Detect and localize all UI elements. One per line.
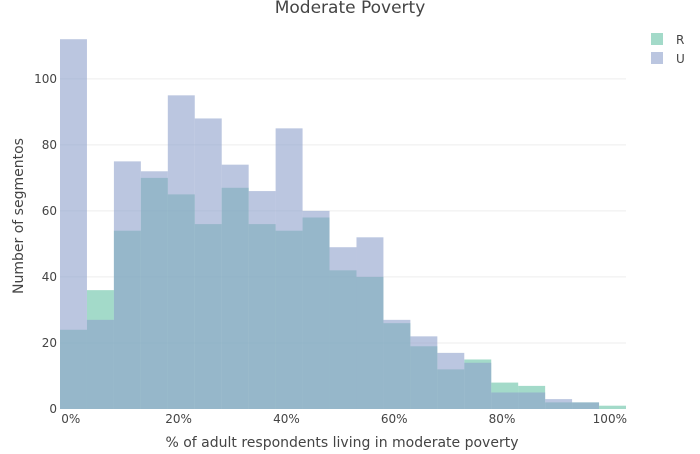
legend-label-r: R: [676, 33, 684, 47]
bar-u: [410, 336, 438, 409]
legend-label-u: U: [676, 52, 685, 66]
legend-swatch-r: [651, 33, 663, 45]
y-tick-label: 80: [42, 138, 57, 152]
bar-u: [60, 39, 87, 409]
bar-u: [167, 95, 195, 409]
bar-u: [221, 164, 249, 409]
legend[interactable]: RU: [651, 33, 685, 66]
bar-u: [464, 362, 492, 409]
bar-u: [545, 399, 573, 409]
bar-u: [356, 237, 384, 409]
bar-u: [248, 191, 276, 409]
legend-swatch-u: [651, 52, 663, 64]
chart-title: Moderate Poverty: [275, 0, 426, 18]
x-tick-label: 20%: [165, 412, 192, 426]
bar-u: [437, 352, 465, 409]
x-axis-title: % of adult respondents living in moderat…: [165, 435, 518, 450]
y-tick-label: 100: [34, 72, 57, 86]
bar-u: [383, 319, 411, 409]
bar-r: [599, 405, 626, 409]
y-tick-label: 20: [42, 336, 57, 350]
bars: [60, 39, 626, 409]
bar-u: [329, 247, 357, 409]
bar-u: [194, 118, 222, 409]
y-axis-title: Number of segmentos: [11, 138, 27, 294]
bar-u: [86, 319, 114, 409]
bar-u: [302, 210, 330, 409]
x-tick-label: 80%: [489, 412, 516, 426]
bar-u: [275, 128, 303, 409]
y-tick-label: 60: [42, 204, 57, 218]
x-tick-label: 40%: [273, 412, 300, 426]
x-tick-label: 100%: [593, 412, 627, 426]
x-tick-label: 0%: [61, 412, 80, 426]
bar-u: [113, 161, 141, 409]
bar-u: [518, 392, 546, 409]
bar-u: [572, 402, 600, 409]
y-tick-label: 0: [49, 402, 57, 416]
x-tick-label: 60%: [381, 412, 408, 426]
bar-u: [491, 392, 519, 409]
bar-u: [140, 171, 168, 409]
axes: 0 20 40 60 80 100 0% 20% 40% 60% 80% 100%: [34, 72, 627, 426]
y-tick-label: 40: [42, 270, 57, 284]
